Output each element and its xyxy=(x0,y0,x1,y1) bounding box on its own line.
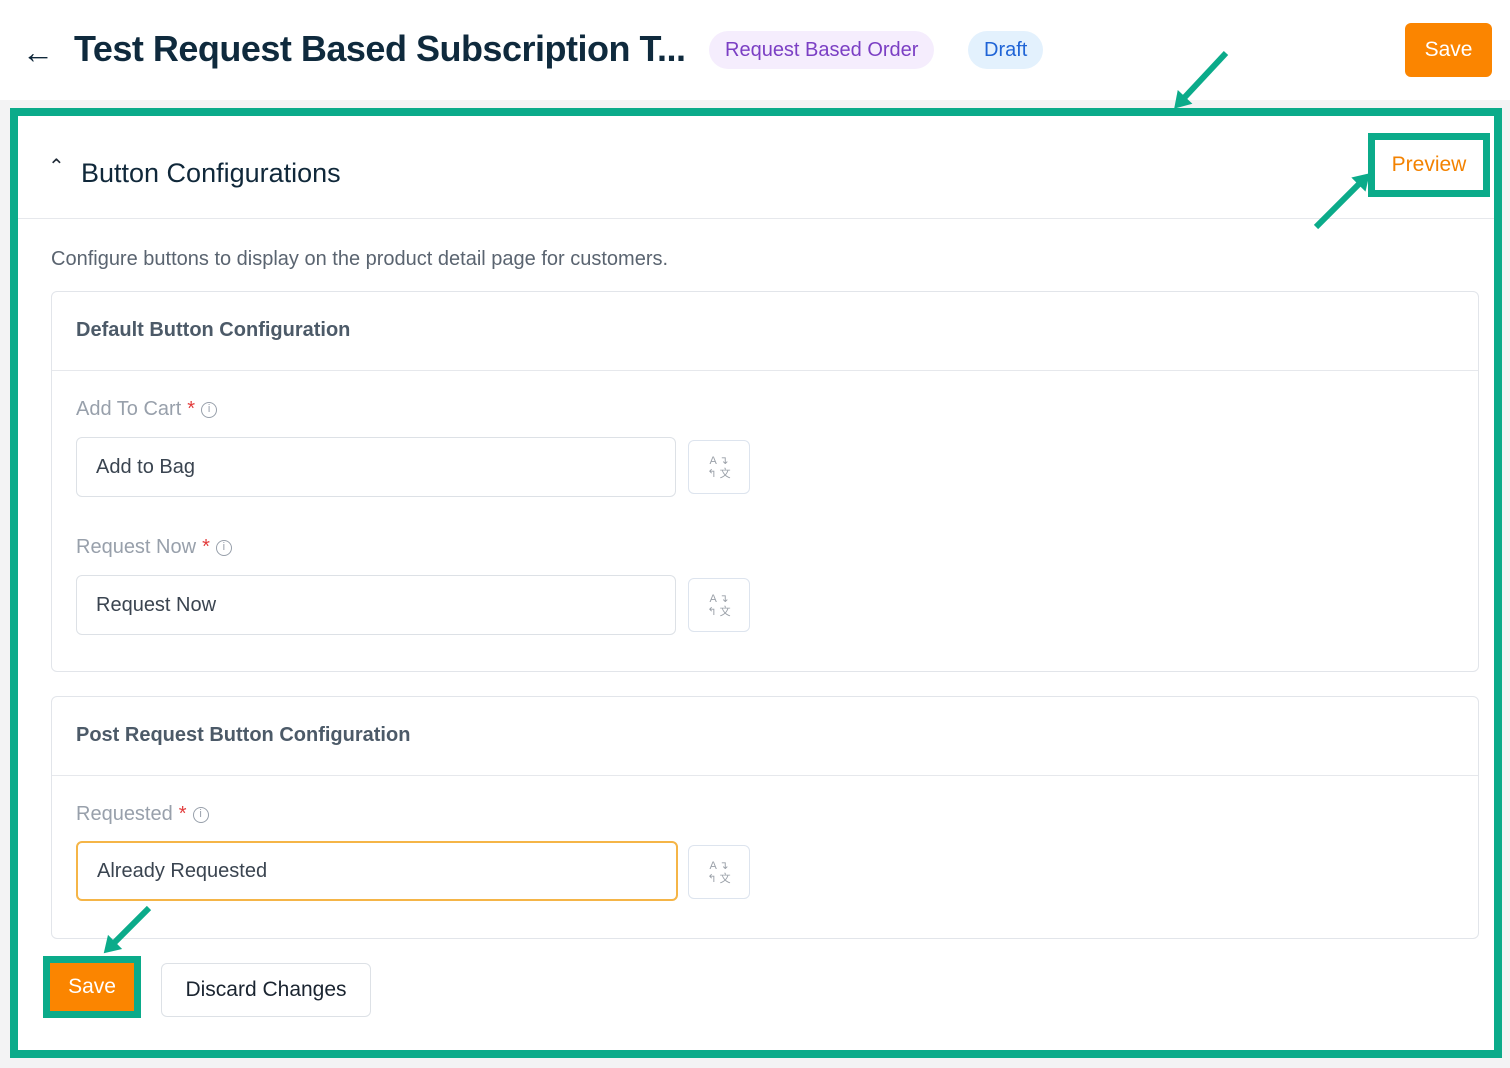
required-mark: * xyxy=(202,536,210,558)
label-text: Add To Cart xyxy=(76,398,182,420)
page-title: Test Request Based Subscription T... xyxy=(74,28,686,69)
field-label: Add To Cart * i xyxy=(76,398,218,421)
required-mark: * xyxy=(187,398,196,420)
translate-icon: A ↴ ↰ 文 xyxy=(707,860,731,885)
section-description: Configure buttons to display on the prod… xyxy=(51,248,669,270)
translate-icon: A ↴ ↰ 文 xyxy=(707,455,731,480)
section-title: Button Configurations xyxy=(81,158,341,188)
translate-icon: A ↴ ↰ 文 xyxy=(707,593,731,618)
translate-button[interactable]: A ↴ ↰ 文 xyxy=(688,440,750,494)
card-title: Post Request Button Configuration xyxy=(52,697,1478,776)
button-configurations-panel: ⌃ Button Configurations Preview Configur… xyxy=(10,108,1502,1058)
save-button[interactable]: Save xyxy=(43,956,141,1018)
page-header: ← Test Request Based Subscription T... R… xyxy=(0,0,1510,100)
label-text: Requested xyxy=(76,803,173,825)
info-icon[interactable]: i xyxy=(201,401,218,418)
info-icon[interactable]: i xyxy=(192,806,209,823)
card-title: Default Button Configuration xyxy=(52,292,1478,371)
post-request-button-card: Post Request Button Configuration Reques… xyxy=(51,696,1479,939)
add-to-cart-input[interactable]: Add to Bag xyxy=(76,437,676,497)
discard-changes-button[interactable]: Discard Changes xyxy=(161,963,371,1017)
request-now-input[interactable]: Request Now xyxy=(76,575,676,635)
field-label: Requested * i xyxy=(76,803,209,826)
info-icon[interactable]: i xyxy=(215,539,232,556)
field-label: Request Now * i xyxy=(76,536,232,559)
translate-button[interactable]: A ↴ ↰ 文 xyxy=(688,845,750,899)
preview-button[interactable]: Preview xyxy=(1368,133,1490,197)
label-text: Request Now xyxy=(76,536,197,558)
section-header[interactable]: ⌃ Button Configurations Preview xyxy=(18,116,1494,219)
header-save-button[interactable]: Save xyxy=(1405,23,1492,77)
translate-button[interactable]: A ↴ ↰ 文 xyxy=(688,578,750,632)
default-button-card: Default Button Configuration Add To Cart… xyxy=(51,291,1479,672)
arrow-left-icon[interactable]: ← xyxy=(22,34,54,70)
chevron-up-icon[interactable]: ⌃ xyxy=(48,156,65,178)
order-type-badge: Request Based Order xyxy=(709,31,935,69)
status-badge: Draft xyxy=(968,31,1044,69)
requested-input[interactable]: Already Requested xyxy=(76,841,678,901)
required-mark: * xyxy=(178,803,187,825)
